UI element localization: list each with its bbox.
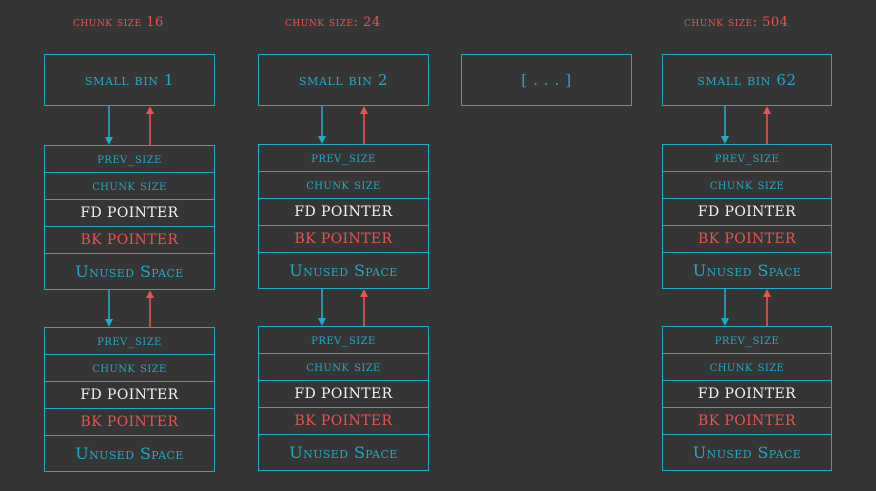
bk-pointer-field: BK POINTER — [45, 409, 214, 436]
unused-space-field: Unused Space — [692, 442, 802, 462]
bk-pointer-field: BK POINTER — [45, 227, 214, 254]
bin-1-chunk-2: PREV_SIZE CHUNK SIZE FD POINTER BK POINT… — [44, 327, 215, 472]
prev-size-field: PREV_SIZE — [45, 146, 214, 173]
fd-pointer-field: FD POINTER — [663, 381, 831, 408]
prev-size-field: PREV_SIZE — [259, 327, 428, 354]
prev-size-field: PREV_SIZE — [663, 327, 831, 354]
unused-space-field: Unused Space — [75, 261, 184, 281]
bin-62-chunk-1: PREV_SIZE CHUNK SIZE FD POINTER BK POINT… — [662, 144, 832, 289]
chunk-size-field: CHUNK SIZE — [259, 172, 428, 199]
unused-space-field: Unused Space — [289, 260, 398, 280]
column-4-heading: CHUNK SIZE: 504 — [684, 15, 789, 30]
chunk-size-field: CHUNK SIZE — [259, 354, 428, 381]
small-bin-2-box: SMALL BIN 2 — [258, 54, 429, 106]
fd-pointer-field: FD POINTER — [45, 382, 214, 409]
bk-pointer-field: BK POINTER — [259, 226, 428, 253]
chunk-size-field: CHUNK SIZE — [45, 173, 214, 200]
bk-pointer-field: BK POINTER — [663, 408, 831, 435]
column-2-heading: CHUNK SIZE: 24 — [285, 15, 381, 30]
ellipsis-bin-box: [ . . . ] — [461, 54, 632, 106]
unused-space-field: Unused Space — [75, 443, 184, 463]
fd-pointer-field: FD POINTER — [45, 200, 214, 227]
prev-size-field: PREV_SIZE — [663, 145, 831, 172]
bin-2-chunk-1: PREV_SIZE CHUNK SIZE FD POINTER BK POINT… — [258, 144, 429, 289]
fd-pointer-field: FD POINTER — [663, 199, 831, 226]
small-bin-1-box: SMALL BIN 1 — [44, 54, 215, 106]
bk-pointer-field: BK POINTER — [663, 226, 831, 253]
chunk-size-field: CHUNK SIZE — [45, 355, 214, 382]
small-bin-62-box: SMALL BIN 62 — [662, 54, 832, 106]
fd-pointer-field: FD POINTER — [259, 199, 428, 226]
bin-62-chunk-2: PREV_SIZE CHUNK SIZE FD POINTER BK POINT… — [662, 326, 832, 471]
fd-pointer-field: FD POINTER — [259, 381, 428, 408]
unused-space-field: Unused Space — [692, 260, 802, 280]
bin-1-chunk-1: PREV_SIZE CHUNK SIZE FD POINTER BK POINT… — [44, 145, 215, 290]
column-1-heading: CHUNK SIZE 16 — [73, 15, 164, 30]
bk-pointer-field: BK POINTER — [259, 408, 428, 435]
chunk-size-field: CHUNK SIZE — [663, 354, 831, 381]
chunk-size-field: CHUNK SIZE — [663, 172, 831, 199]
bin-2-chunk-2: PREV_SIZE CHUNK SIZE FD POINTER BK POINT… — [258, 326, 429, 471]
unused-space-field: Unused Space — [289, 442, 398, 462]
prev-size-field: PREV_SIZE — [45, 328, 214, 355]
prev-size-field: PREV_SIZE — [259, 145, 428, 172]
